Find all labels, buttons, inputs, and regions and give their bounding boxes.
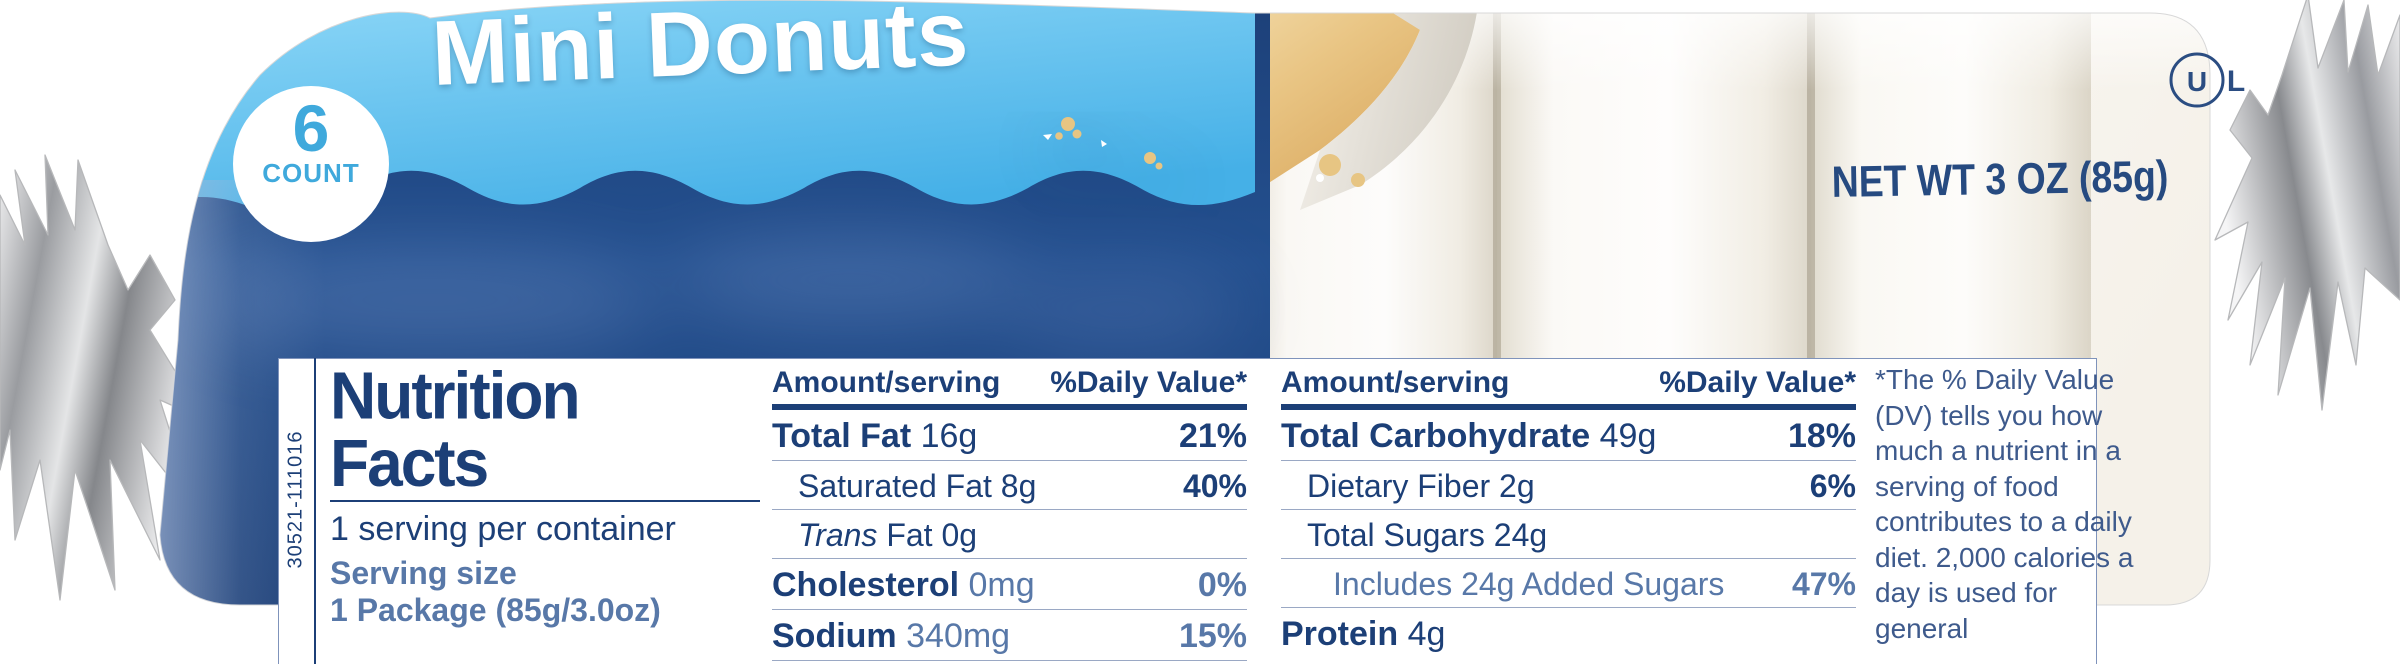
svg-text:L: L — [2227, 65, 2245, 98]
svg-text:U: U — [2187, 66, 2207, 97]
